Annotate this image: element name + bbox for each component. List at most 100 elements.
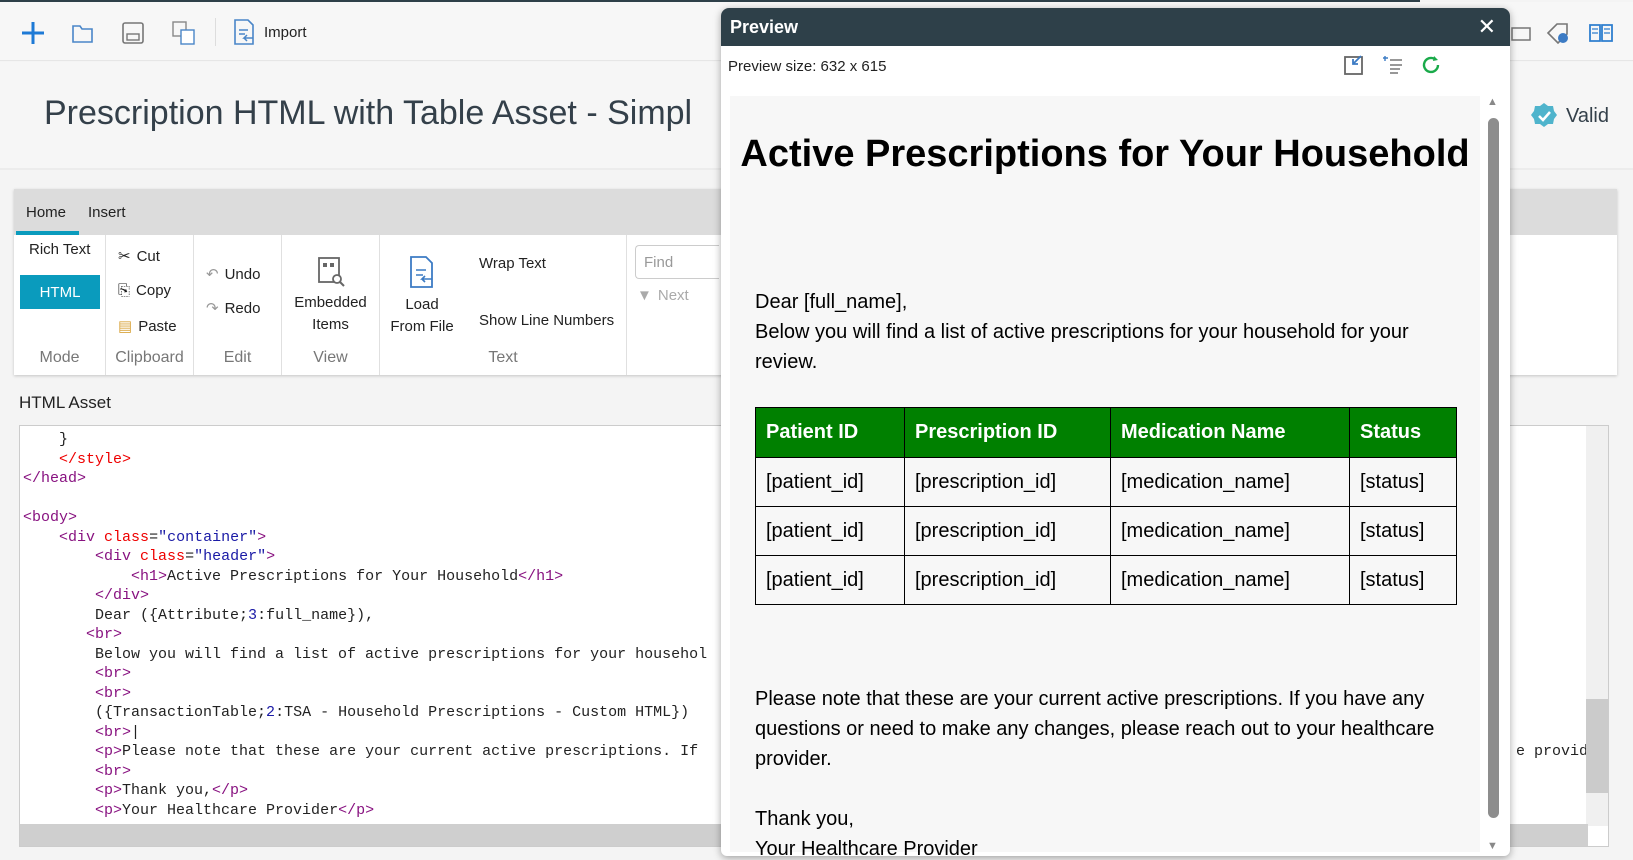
close-icon[interactable]: ✕ bbox=[1477, 14, 1496, 39]
preview-size: Preview size: 632 x 615 bbox=[728, 58, 887, 75]
embedded-items-button[interactable]: Embedded Items View bbox=[282, 235, 380, 375]
copy-button[interactable]: ⎘ Copy bbox=[118, 282, 171, 299]
save-icon[interactable] bbox=[120, 20, 146, 46]
valid-status: Valid bbox=[1530, 102, 1609, 130]
paste-button[interactable]: ▤ Paste bbox=[118, 317, 177, 336]
table-cell: [medication_name] bbox=[1110, 506, 1350, 556]
group-label: Edit bbox=[223, 349, 252, 366]
vertical-scrollbar[interactable] bbox=[1586, 426, 1608, 826]
intro-line-1: Below you will find a list of active pre… bbox=[755, 321, 1409, 343]
table-cell: [status] bbox=[1349, 555, 1457, 605]
table-row: [patient_id] [prescription_id] [medication… bbox=[755, 457, 1457, 507]
note-line-1: Please note that these are your current … bbox=[755, 688, 1425, 710]
table-cell: [status] bbox=[1349, 457, 1457, 507]
mode-group: Rich Text HTML Mode bbox=[14, 235, 106, 375]
folder-open-icon[interactable] bbox=[70, 20, 96, 46]
rich-text-button[interactable]: Rich Text bbox=[29, 241, 91, 258]
toolbar-divider bbox=[215, 18, 216, 46]
note-line-3: provider. bbox=[755, 748, 832, 770]
cut-button[interactable]: ✂ Cut bbox=[118, 247, 160, 266]
paste-label: Paste bbox=[138, 317, 177, 335]
verified-badge-icon bbox=[1531, 103, 1557, 127]
save-as-icon[interactable] bbox=[170, 20, 196, 46]
prescriptions-table: Patient ID Prescription ID Medication Na… bbox=[755, 407, 1457, 605]
copy-icon: ⎘ bbox=[118, 282, 131, 299]
html-asset-label: HTML Asset bbox=[19, 393, 111, 412]
scissors-icon: ✂ bbox=[118, 248, 131, 265]
tab-home[interactable]: Home bbox=[26, 204, 67, 221]
next-label: Next bbox=[657, 287, 689, 304]
table-cell: [prescription_id] bbox=[904, 506, 1111, 556]
preview-heading: Active Prescriptions for Your Household bbox=[740, 133, 1470, 175]
tab-insert[interactable]: Insert bbox=[88, 204, 126, 221]
group-label: Text bbox=[488, 349, 518, 366]
table-cell: [medication_name] bbox=[1110, 555, 1350, 605]
find-group: Find ▼ Next bbox=[627, 235, 719, 375]
table-cell: [status] bbox=[1349, 506, 1457, 556]
redo-icon: ↷ bbox=[206, 300, 219, 317]
copy-label: Copy bbox=[136, 282, 172, 299]
top-border bbox=[0, 0, 1420, 2]
import-button[interactable]: Import bbox=[232, 18, 307, 46]
paste-icon: ▤ bbox=[118, 318, 133, 335]
find-input[interactable]: Find bbox=[635, 245, 719, 279]
code-content[interactable]: } </style> </head> <body> <div class="co… bbox=[23, 431, 708, 819]
clipboard-group: ✂ Cut ⎘ Copy ▤ Paste Clipboard bbox=[106, 235, 194, 375]
column-header: Medication Name bbox=[1110, 407, 1350, 458]
active-tab-indicator bbox=[16, 231, 79, 235]
import-icon bbox=[234, 19, 254, 45]
cut-label: Cut bbox=[136, 247, 160, 265]
intro-line-2: review. bbox=[755, 351, 818, 373]
scroll-thumb[interactable] bbox=[1586, 699, 1608, 793]
column-header: Status bbox=[1349, 407, 1457, 458]
embedded-items-icon bbox=[317, 257, 345, 287]
embedded-label: Embedded bbox=[294, 294, 367, 311]
load-label: Load bbox=[405, 296, 439, 313]
preview-scrollbar[interactable]: ▲ ▼ bbox=[1486, 96, 1500, 852]
text-group: Load From File Wrap Text Show Line Numbe… bbox=[380, 235, 627, 375]
scroll-down-icon[interactable]: ▼ bbox=[1487, 840, 1498, 852]
find-next-button[interactable]: ▼ Next bbox=[637, 287, 689, 304]
triangle-down-icon: ▼ bbox=[637, 287, 652, 304]
thanks: Thank you, bbox=[755, 808, 854, 830]
scroll-thumb[interactable] bbox=[1488, 118, 1499, 818]
undo-label: Undo bbox=[224, 265, 261, 283]
note-line-2: questions or need to make any changes, p… bbox=[755, 718, 1435, 740]
html-button[interactable]: HTML bbox=[20, 275, 100, 309]
table-row: [patient_id] [prescription_id] [medication… bbox=[755, 555, 1457, 605]
book-icon[interactable] bbox=[1588, 20, 1614, 46]
format-icon[interactable] bbox=[1382, 54, 1404, 76]
table-cell: [patient_id] bbox=[755, 457, 905, 507]
items-label: Items bbox=[312, 316, 349, 333]
print-icon[interactable] bbox=[1508, 20, 1534, 46]
redo-button[interactable]: ↷ Redo bbox=[206, 299, 261, 318]
load-file-icon bbox=[410, 256, 433, 288]
from-file-label: From File bbox=[390, 318, 454, 335]
table-cell: [patient_id] bbox=[755, 555, 905, 605]
page-title: Prescription HTML with Table Asset - Sim… bbox=[44, 94, 693, 132]
status-label: Valid bbox=[1566, 104, 1609, 127]
group-label: Mode bbox=[39, 349, 80, 366]
scroll-up-icon[interactable]: ▲ bbox=[1487, 96, 1498, 108]
greeting: Dear [full_name], bbox=[755, 291, 908, 313]
load-from-file-button[interactable]: Load From File bbox=[388, 255, 456, 338]
table-cell: [patient_id] bbox=[755, 506, 905, 556]
table-row: [patient_id] [prescription_id] [medication… bbox=[755, 506, 1457, 556]
table-cell: [prescription_id] bbox=[904, 555, 1111, 605]
tag-code-icon[interactable] bbox=[1545, 20, 1571, 46]
edit-group: ↶ Undo ↷ Redo Edit bbox=[194, 235, 282, 375]
wrap-text-toggle[interactable]: Wrap Text bbox=[479, 255, 546, 272]
undo-button[interactable]: ↶ Undo bbox=[206, 265, 261, 284]
code-overflow-text: e provide bbox=[1516, 743, 1586, 760]
dialog-header: Preview ✕ bbox=[721, 8, 1510, 46]
table-cell: [prescription_id] bbox=[904, 457, 1111, 507]
import-label: Import bbox=[264, 23, 307, 41]
dialog-title: Preview bbox=[730, 17, 799, 37]
preview-content: Active Prescriptions for Your Household … bbox=[730, 96, 1480, 856]
group-label: Clipboard bbox=[115, 349, 184, 366]
refresh-icon[interactable] bbox=[1420, 54, 1442, 76]
resize-icon[interactable] bbox=[1343, 54, 1365, 76]
show-line-numbers-toggle[interactable]: Show Line Numbers bbox=[479, 312, 615, 329]
plus-icon[interactable] bbox=[20, 20, 46, 46]
redo-label: Redo bbox=[224, 299, 261, 317]
